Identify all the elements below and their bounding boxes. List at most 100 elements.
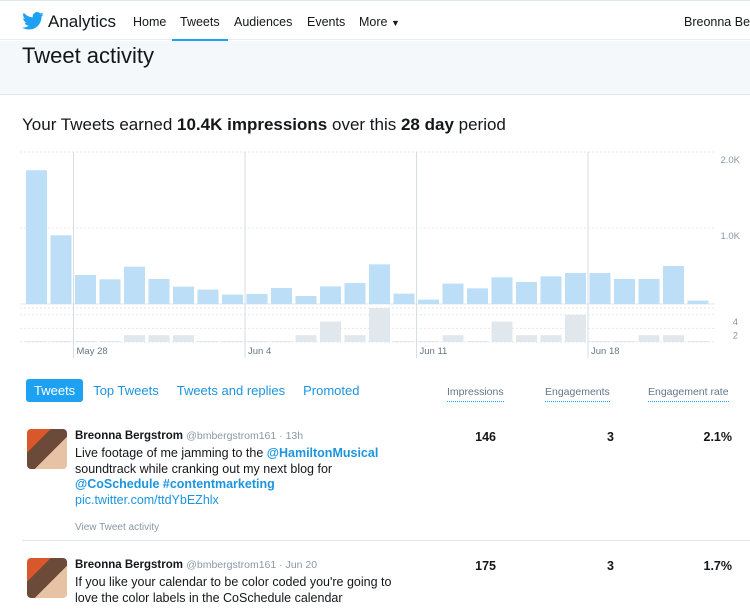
impressions-bar (26, 170, 47, 304)
author-name[interactable]: Breonna Bergstrom (75, 559, 183, 571)
tweet-author: Breonna Bergstrom @bmbergstrom161 · 13h (75, 430, 303, 442)
row-divider (22, 540, 750, 541)
engagements-bar (491, 321, 513, 342)
engagements-bar (271, 341, 292, 342)
impressions-bar (467, 288, 488, 304)
engagements-bar (50, 341, 72, 342)
author-handle: @bmbergstrom161 · Jun 20 (186, 559, 318, 571)
impressions-bar (50, 235, 72, 304)
impressions-bar (516, 282, 537, 304)
avatar[interactable] (27, 429, 67, 469)
engagements-bar (393, 341, 415, 342)
engagements-bar (614, 341, 635, 342)
nav-audiences[interactable]: Audiences (234, 15, 293, 29)
y-tick-label: 2 (733, 330, 738, 341)
x-tick-label: Jun 18 (591, 346, 620, 357)
engagements-bar (687, 341, 709, 342)
tab-tweets[interactable]: Tweets (26, 379, 84, 402)
summary-middle: over this (327, 115, 401, 134)
engagements-bar (124, 335, 145, 342)
engagements-bar (344, 335, 366, 342)
column-impressions[interactable]: Impressions (447, 386, 504, 402)
engagements-bar (418, 341, 439, 342)
summary-impressions: 10.4K impressions (177, 115, 328, 134)
nav-events[interactable]: Events (307, 15, 346, 29)
impressions-bar (124, 266, 145, 304)
impressions-bar (173, 286, 194, 304)
engagements-bar (320, 321, 341, 342)
impressions-bar (638, 278, 660, 304)
engagements-bar (222, 341, 243, 342)
impressions-bar (99, 279, 121, 304)
engagements-bar (663, 335, 684, 342)
impressions-bar (589, 272, 611, 304)
impressions-bar (295, 296, 317, 304)
impressions-bar (222, 294, 243, 304)
impressions-bar (246, 293, 268, 304)
impressions-bar (393, 293, 415, 304)
engagements-bar (26, 341, 47, 342)
impressions-bar (271, 287, 292, 304)
engagements-bar (516, 335, 537, 342)
impressions-value: 175 (475, 559, 496, 573)
top-nav: Analytics Home Tweets Audiences Events M… (0, 0, 750, 42)
author-name[interactable]: Breonna Bergstrom (75, 430, 183, 442)
mention-hashtag-link[interactable]: @CoSchedule #contentmarketing (75, 477, 275, 491)
tab-promoted[interactable]: Promoted (303, 383, 360, 398)
tab-tweets-and-replies[interactable]: Tweets and replies (176, 383, 286, 398)
impressions-bar (687, 300, 709, 304)
x-tick-label: Jun 4 (248, 346, 271, 357)
impressions-bar (491, 277, 513, 304)
view-tweet-activity-link[interactable]: View Tweet activity (75, 522, 160, 533)
user-menu[interactable]: Breonna Ber (684, 15, 750, 29)
impressions-bar (148, 278, 170, 304)
impressions-chart: May 28 Jun 4 Jun 11 Jun 18 1.0K 2.0K 2 4 (20, 151, 741, 358)
engagements-bar (442, 335, 464, 342)
engagements-bar (589, 341, 611, 342)
nav-home[interactable]: Home (133, 15, 167, 29)
tweet-tabs: Tweets Top Tweets Tweets and replies Pro… (26, 379, 370, 402)
impressions-bar (369, 264, 390, 304)
engagements-bar (75, 341, 96, 342)
engagement-rate-value: 1.7% (703, 559, 733, 573)
text-part: Live footage of me jamming to the (75, 446, 267, 460)
engagements-bar (148, 335, 170, 342)
impressions-bar (663, 266, 684, 304)
impressions-bar (197, 289, 219, 304)
mention-link[interactable]: @HamiltonMusical (266, 446, 379, 460)
impressions-bar (418, 299, 439, 304)
summary-prefix: Your Tweets earned (22, 115, 178, 134)
tab-top-tweets[interactable]: Top Tweets (93, 383, 159, 398)
impressions-value: 146 (475, 430, 496, 444)
engagements-bar (467, 341, 488, 342)
nav-more[interactable]: More ▼ (359, 15, 400, 29)
avatar[interactable] (27, 558, 67, 598)
engagements-value: 3 (607, 559, 614, 573)
tweet-text: If you like your calendar to be color co… (75, 575, 392, 605)
pic-link[interactable]: pic.twitter.com/ttdYbEZhlx (75, 492, 219, 507)
impressions-bar (565, 272, 586, 304)
author-handle: @bmbergstrom161 · 13h (186, 430, 304, 442)
tweet-author: Breonna Bergstrom @bmbergstrom161 · Jun … (75, 559, 317, 571)
engagement-rate-value: 2.1% (703, 430, 733, 444)
impressions-bar (540, 276, 562, 304)
tweet-text: Live footage of me jamming to the @Hamil… (75, 446, 415, 508)
column-engagements[interactable]: Engagements (545, 386, 610, 402)
page-title: Tweet activity (22, 43, 155, 68)
column-engagement-rate[interactable]: Engagement rate (648, 386, 729, 402)
y-tick-label: 2.0K (720, 155, 740, 166)
engagements-bar (369, 308, 390, 342)
twitter-bird-icon[interactable] (22, 12, 44, 30)
nav-tweets[interactable]: Tweets (172, 15, 228, 42)
impressions-bar (75, 274, 96, 304)
engagements-bar (197, 341, 219, 342)
impressions-bar (614, 278, 635, 304)
engagements-value: 3 (607, 430, 614, 444)
impressions-bar (344, 283, 366, 304)
engagements-bar (99, 341, 121, 342)
x-tick-label: Jun 11 (420, 346, 448, 357)
brand-label[interactable]: Analytics (48, 12, 117, 31)
x-tick-label: May 28 (77, 346, 108, 357)
engagements-bar (638, 335, 660, 342)
text-part: soundtrack while cranking out my next bl… (75, 461, 333, 476)
